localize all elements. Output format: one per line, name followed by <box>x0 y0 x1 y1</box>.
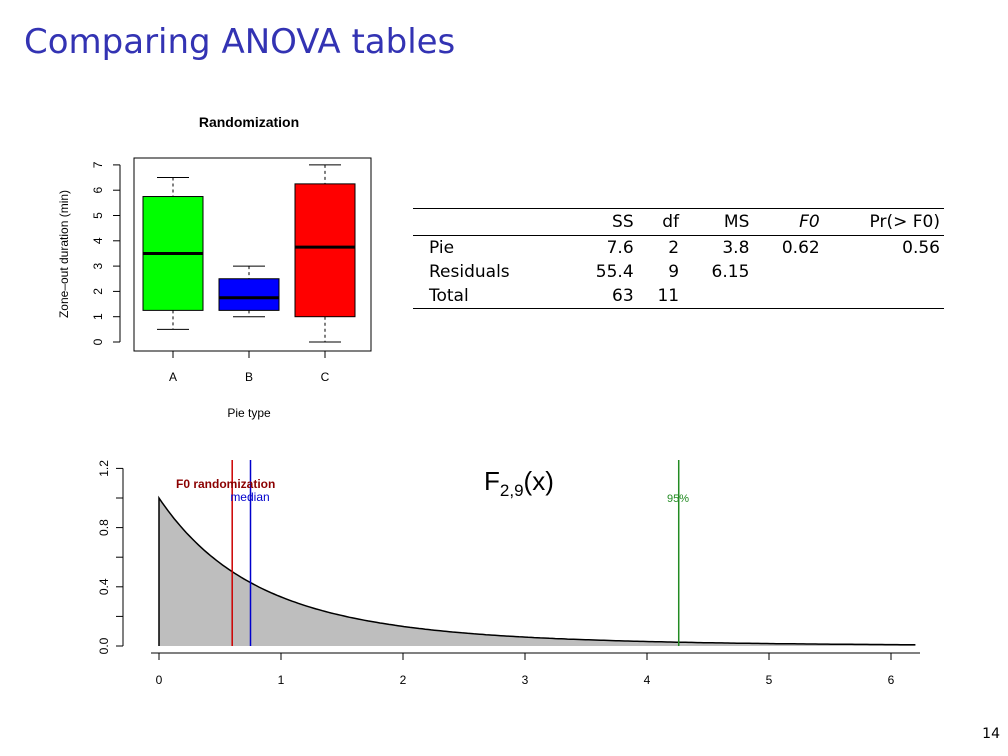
f0-label: F0 randomization <box>176 477 275 491</box>
x-tick-label: B <box>245 370 253 384</box>
density-title-tail: (x) <box>524 466 554 496</box>
anova-cell: Pie <box>429 238 455 258</box>
y-tick-label: 0 <box>91 338 105 345</box>
anova-header-row: SS df MS F0 Pr(> F0) <box>413 208 944 236</box>
y-tick-label: 2 <box>91 288 105 295</box>
anova-cell <box>683 284 754 309</box>
anova-header-ss: SS <box>567 208 638 236</box>
y-tick-label: 0.8 <box>97 519 111 536</box>
y-tick-label: 1.2 <box>97 460 111 477</box>
x-tick-label: 0 <box>156 673 163 687</box>
boxplot-chart: Randomization 0 1 2 3 4 5 6 7 A B C Pie type Zone… <box>57 114 372 420</box>
boxplot-y-axis: 0 1 2 3 4 5 6 7 <box>91 161 121 345</box>
box-b <box>218 278 280 311</box>
anova-cell: 11 <box>637 284 684 309</box>
table-row: Residuals 55.4 9 6.15 <box>413 260 944 284</box>
anova-cell <box>823 284 944 309</box>
anova-header-pvalue: Pr(> F0) <box>823 208 944 236</box>
anova-cell <box>824 260 944 284</box>
anova-cell: 0.62 <box>781 238 820 258</box>
anova-cell <box>753 284 824 309</box>
f-density-chart: 0.0 0.4 0.8 1.2 0 1 2 3 4 5 6 F2,9(x) F0 randomiz… <box>97 460 920 687</box>
y-tick-label: 4 <box>91 237 105 244</box>
anova-header-ms: MS <box>683 208 754 236</box>
y-tick-label: 1 <box>91 313 105 320</box>
boxplot-xlabel: Pie type <box>227 406 271 420</box>
page-number: 14 <box>982 726 1000 742</box>
anova-header-blank <box>413 208 568 236</box>
anova-cell: 3.8 <box>722 238 750 258</box>
box-c <box>294 183 356 318</box>
density-x-axis: 0 1 2 3 4 5 6 <box>151 652 920 687</box>
anova-table: SS df MS F0 Pr(> F0) Pie 7.6 2 3.8 0.62 … <box>413 208 944 309</box>
y-tick-label: 6 <box>91 187 105 194</box>
density-area <box>159 498 916 646</box>
anova-cell: 0.56 <box>902 238 940 258</box>
x-tick-label: 6 <box>888 673 895 687</box>
slide-title: Comparing ANOVA tables <box>24 22 456 62</box>
table-row: Pie 7.6 2 3.8 0.62 0.56 <box>413 236 944 261</box>
density-vlines <box>231 460 680 646</box>
boxplot-boxes <box>142 164 356 343</box>
x-tick-label: 5 <box>766 673 773 687</box>
median-label: median <box>230 490 269 504</box>
boxplot-ylabel: Zone–out duration (min) <box>57 190 71 318</box>
boxplot-title: Randomization <box>199 114 299 130</box>
anova-cell: 63 <box>567 284 638 309</box>
anova-cell <box>753 260 823 284</box>
anova-header-df: df <box>637 208 684 236</box>
density-y-axis: 0.0 0.4 0.8 1.2 <box>97 460 124 654</box>
density-curve <box>158 495 916 646</box>
x-tick-label: C <box>321 370 330 384</box>
y-tick-label: 0.0 <box>97 637 111 654</box>
anova-cell: 9 <box>668 262 680 282</box>
y-tick-label: 7 <box>91 161 105 168</box>
x-tick-label: A <box>169 370 177 384</box>
anova-cell: 2 <box>668 238 680 258</box>
x-tick-label: 3 <box>522 673 529 687</box>
anova-cell: Residuals <box>429 262 510 282</box>
boxplot-x-axis: A B C <box>169 350 330 384</box>
y-tick-label: 3 <box>91 262 105 269</box>
anova-cell: Total <box>413 284 568 309</box>
x-tick-label: 2 <box>400 673 407 687</box>
pct-label: 95% <box>667 493 689 505</box>
anova-header-f0: F0 <box>753 208 824 236</box>
density-title: F2,9(x) <box>484 466 554 500</box>
anova-cell: 7.6 <box>606 238 634 258</box>
y-tick-label: 0.4 <box>97 578 111 595</box>
density-title-main: F <box>484 466 500 496</box>
anova-cell: 6.15 <box>711 262 750 282</box>
anova-cell: 55.4 <box>595 262 634 282</box>
y-tick-label: 5 <box>91 212 105 219</box>
table-row: Total 63 11 <box>413 284 944 309</box>
density-title-sub: 2,9 <box>500 481 524 500</box>
x-tick-label: 1 <box>278 673 285 687</box>
x-tick-label: 4 <box>644 673 651 687</box>
